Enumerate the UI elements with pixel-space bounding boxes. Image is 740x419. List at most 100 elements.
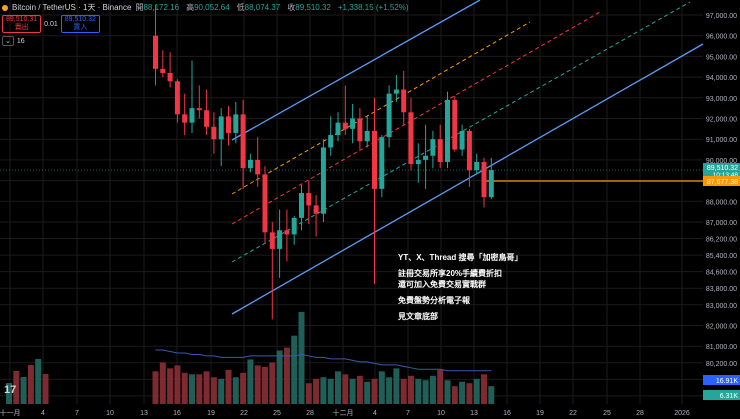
candle-body <box>445 99 450 162</box>
symbol-title[interactable]: Bitcoin / TetherUS · 1天 · Binance <box>12 3 132 12</box>
ohlc-open: 開88,172.16 <box>135 3 180 12</box>
volume-bar <box>269 362 276 404</box>
x-tick-label: 28 <box>636 410 644 417</box>
candle-body <box>408 112 414 165</box>
x-tick-label: 2026 <box>674 410 690 417</box>
candle-body <box>372 130 377 189</box>
annotation-line-1: YT、X、Thread 搜尋「加密鳥哥」 <box>398 253 523 262</box>
volume-bar <box>356 375 363 404</box>
y-tick-label: 81,000.00 <box>706 344 737 351</box>
candle-body <box>233 114 239 133</box>
volume-bar <box>364 381 371 404</box>
annotation-line-4: 免費盤勢分析電子報 <box>398 296 470 305</box>
x-tick-label: 19 <box>207 410 215 417</box>
tradingview-logo: 17 <box>4 384 17 396</box>
candle-body <box>174 81 180 115</box>
candle-body <box>211 126 217 140</box>
x-tick-label: 7 <box>406 410 410 417</box>
volume-bar <box>247 359 254 404</box>
candle-body <box>182 114 188 123</box>
ohlc-high: 高90,052.64 <box>186 3 230 12</box>
candle-body <box>364 130 370 142</box>
volume-bar <box>444 380 451 404</box>
horizontal-level-label-bg <box>703 176 740 186</box>
volume-bar <box>451 386 458 404</box>
annotation-text: YT、X、Thread 搜尋「加密鳥哥」 註冊交易所享20%手續費折扣 還可加入… <box>398 252 522 327</box>
x-tick-label: 十二月 <box>333 408 354 417</box>
volume-bar <box>305 383 312 404</box>
candle-body <box>386 93 392 138</box>
volume-bar <box>415 378 422 404</box>
candle-body <box>430 139 436 156</box>
volume-bar <box>210 377 217 404</box>
buy-button[interactable]: 89,510.32 買入 <box>60 15 100 33</box>
candle-body <box>357 118 363 142</box>
y-tick-label: 83,800.00 <box>706 286 737 293</box>
candle-body <box>167 72 173 82</box>
volume-bar <box>459 381 466 404</box>
volume-bar <box>349 378 356 404</box>
y-tick-label: 90,000.00 <box>706 158 737 165</box>
indicator-collapse[interactable]: ⌄ 16 <box>2 36 25 46</box>
volume-bar <box>225 369 232 404</box>
y-tick-label: 83,000.00 <box>706 303 737 310</box>
y-tick-label: 91,000.00 <box>706 137 737 144</box>
fib-orange-line <box>231 21 531 195</box>
collapse-chevron-icon[interactable]: ⌄ <box>2 36 14 46</box>
ohlc-low: 低88,074.37 <box>236 3 281 12</box>
volume-bar <box>291 335 298 404</box>
candle-body <box>342 122 348 129</box>
candle-body <box>226 116 231 133</box>
chart-header: Bitcoin / TetherUS · 1天 · Binance 開88,17… <box>2 2 409 13</box>
y-tick-label: 87,000.00 <box>706 220 737 227</box>
candle-body <box>481 161 487 198</box>
channel-lower-line <box>231 43 704 315</box>
annotation-line-3: 還可加入免費交易實戰群 <box>398 280 486 289</box>
x-tick-label: 28 <box>306 410 314 417</box>
candle-body <box>196 108 202 111</box>
volume-bar <box>429 375 436 404</box>
sell-button[interactable]: 89,510.31 賣出 <box>2 15 42 33</box>
y-tick-label: 88,000.00 <box>706 199 737 206</box>
horizontal-level-label: 87,677.38 <box>707 179 738 186</box>
y-tick-label: 96,000.00 <box>706 34 737 41</box>
volume-bar <box>481 374 487 404</box>
volume-bar <box>408 375 414 404</box>
volume-bar <box>422 380 429 404</box>
y-tick-label: 86,200.00 <box>706 237 737 244</box>
candle-body <box>277 230 283 249</box>
x-tick-label: 22 <box>240 410 248 417</box>
volume-bar <box>327 378 334 404</box>
candle-body <box>452 99 458 150</box>
x-tick-label: 25 <box>603 410 611 417</box>
ohlc-close: 收89,510.32 <box>287 3 331 12</box>
volume-bar <box>386 377 393 404</box>
x-tick-label: 19 <box>536 410 544 417</box>
candle-body <box>474 161 480 171</box>
volume-bar <box>203 371 210 404</box>
volume-bar <box>262 366 268 404</box>
countdown-label: 10:13:48 <box>713 172 739 179</box>
volume-bar <box>181 372 188 404</box>
volume-bar <box>283 347 290 404</box>
candle-body <box>306 193 312 206</box>
volume-bar <box>254 365 261 404</box>
candle-body <box>240 114 246 169</box>
volume-bar <box>27 365 34 404</box>
candle-body <box>269 232 275 249</box>
candle-body <box>189 108 195 123</box>
candle-body <box>262 174 268 233</box>
x-tick-label: 13 <box>140 410 148 417</box>
candle-body <box>379 137 385 189</box>
candle-body <box>153 35 158 69</box>
volume-bar <box>20 377 27 404</box>
candle-body <box>393 89 399 94</box>
volume-bar <box>42 374 49 404</box>
volume-bar <box>218 378 225 404</box>
volume-ma-label-bg <box>703 375 740 385</box>
x-tick-label: 4 <box>373 410 377 417</box>
volume-bar <box>6 383 12 404</box>
symbol-status-icon <box>2 4 8 11</box>
fib-red-line <box>231 11 601 225</box>
